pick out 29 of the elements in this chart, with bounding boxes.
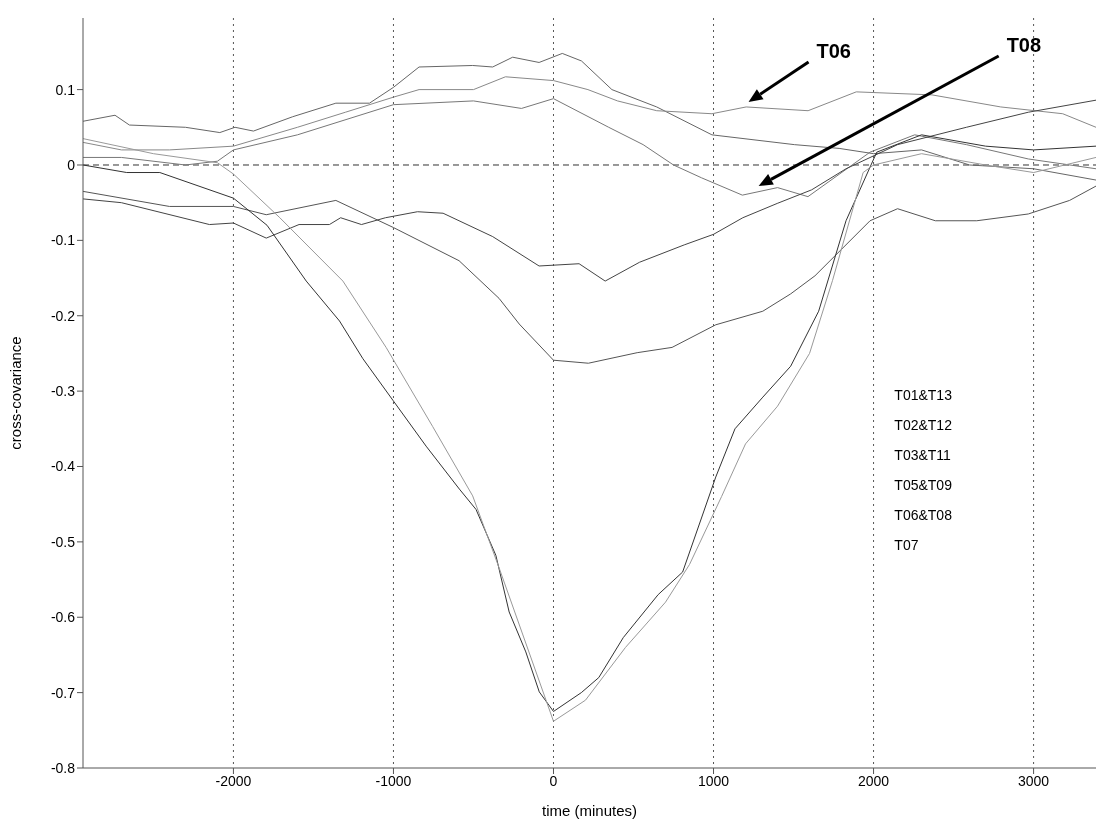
y-tick-label: -0.2: [50, 307, 76, 324]
y-tick-label: -0.5: [50, 533, 76, 550]
line-series: [83, 99, 1096, 282]
annotation: T03&T11: [894, 445, 952, 465]
x-tick-label: -2000: [215, 772, 252, 789]
annotation: T06&T08: [894, 505, 952, 525]
y-tick-label: -0.6: [50, 609, 76, 626]
y-tick-label: 0.1: [55, 81, 76, 98]
line-series: [83, 76, 1096, 151]
annotation: T08: [1006, 34, 1042, 56]
line-series: [83, 98, 1096, 198]
x-tick-label: 1000: [697, 772, 730, 789]
y-tick-label: -0.4: [50, 458, 76, 475]
x-tick-label: 2000: [857, 772, 890, 789]
x-tick-label: 3000: [1018, 772, 1050, 789]
annotation: T05&T09: [894, 475, 952, 495]
x-tick-label: 0: [549, 772, 558, 789]
y-tick-label: -0.7: [50, 684, 76, 701]
annotation: T07: [894, 535, 920, 555]
x-axis-title: time (minutes): [541, 802, 638, 819]
y-tick-label: -0.8: [50, 759, 76, 776]
annotation: T01&T13: [894, 385, 952, 405]
x-tick-label: -1000: [375, 772, 412, 789]
annotation: T06: [816, 40, 852, 62]
annotation: T02&T12: [894, 415, 952, 435]
y-axis-title: cross-covariance: [7, 336, 25, 450]
y-tick-label: 0: [67, 156, 76, 173]
y-tick-label: -0.1: [50, 232, 76, 249]
y-tick-label: -0.3: [50, 383, 76, 400]
